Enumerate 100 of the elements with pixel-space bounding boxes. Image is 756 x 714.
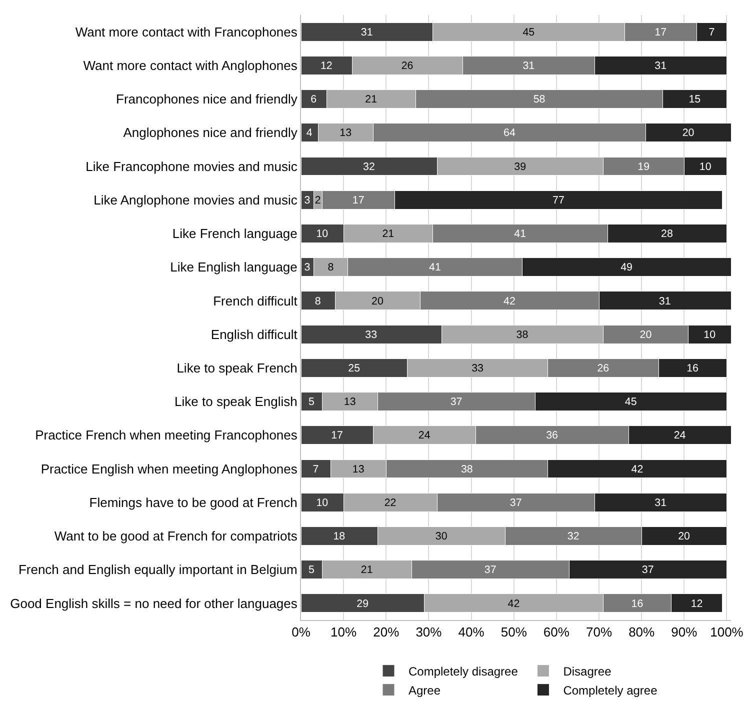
data-label: 6 bbox=[310, 94, 317, 106]
y-tick-label: French difficult bbox=[213, 293, 298, 308]
y-tick-label: Want to be good at French for compatriots bbox=[54, 528, 298, 544]
data-label: 37 bbox=[484, 564, 496, 576]
y-tick-label: Francophones nice and friendly bbox=[116, 92, 298, 107]
data-label: 77 bbox=[552, 194, 564, 206]
y-tick-label: Practice English when meeting Anglophones bbox=[40, 461, 298, 476]
data-label: 42 bbox=[631, 463, 644, 476]
data-label: 29 bbox=[356, 598, 369, 610]
data-label: 41 bbox=[429, 262, 441, 274]
y-tick-label: Good English skills = no need for other languages bbox=[10, 596, 298, 611]
y-tick-label: Like Anglophone movies and music bbox=[94, 192, 298, 208]
data-label: 4 bbox=[306, 127, 312, 140]
x-tick-label: 40% bbox=[458, 624, 485, 640]
data-label: 21 bbox=[365, 94, 378, 106]
data-label: 31 bbox=[360, 26, 373, 38]
x-tick-label: 30% bbox=[416, 624, 442, 640]
data-label: 3 bbox=[304, 262, 310, 274]
data-label: 20 bbox=[678, 530, 690, 543]
data-label: 22 bbox=[384, 496, 396, 509]
data-label: 13 bbox=[340, 127, 352, 140]
y-tick-label: French and English equally important in Belgium bbox=[18, 562, 298, 578]
data-label: 18 bbox=[333, 530, 346, 543]
data-label: 64 bbox=[504, 127, 516, 140]
data-label: 31 bbox=[654, 496, 667, 509]
data-label: 21 bbox=[382, 228, 394, 240]
x-tick-label: 60% bbox=[543, 624, 570, 640]
data-label: 36 bbox=[546, 430, 558, 442]
data-label: 24 bbox=[418, 430, 430, 442]
data-label: 45 bbox=[624, 396, 637, 408]
data-label: 37 bbox=[642, 564, 654, 576]
y-tick-label: Anglophones nice and friendly bbox=[123, 125, 298, 140]
data-label: 15 bbox=[688, 94, 701, 106]
data-label: 8 bbox=[314, 295, 321, 308]
data-label: 33 bbox=[472, 362, 484, 374]
data-label: 16 bbox=[686, 362, 699, 374]
data-label: 5 bbox=[308, 396, 315, 408]
data-label: 17 bbox=[352, 194, 364, 206]
data-label: 16 bbox=[631, 598, 644, 610]
y-tick-label: Want more contact with Francophones bbox=[75, 24, 298, 40]
data-label: 37 bbox=[450, 396, 462, 408]
x-tick-label: 100% bbox=[710, 624, 744, 640]
data-label: 42 bbox=[504, 295, 516, 308]
data-label: 20 bbox=[640, 328, 652, 341]
y-tick-label: Flemings have to be good at French bbox=[89, 494, 298, 510]
x-tick-label: 80% bbox=[628, 624, 656, 640]
legend-label: Agree bbox=[408, 683, 441, 698]
data-label: 24 bbox=[674, 430, 686, 442]
data-label: 21 bbox=[360, 564, 373, 576]
legend-label: Completely agree bbox=[563, 683, 658, 698]
data-label: 28 bbox=[661, 228, 673, 240]
data-label: 31 bbox=[658, 295, 671, 308]
data-label: 13 bbox=[344, 396, 356, 408]
data-label: 19 bbox=[638, 160, 650, 173]
x-tick-label: 20% bbox=[373, 624, 400, 640]
data-label: 7 bbox=[312, 463, 319, 476]
data-label: 10 bbox=[699, 160, 712, 173]
legend-label: Disagree bbox=[563, 664, 612, 678]
x-tick-label: 70% bbox=[586, 624, 612, 640]
y-tick-label: Like to speak French bbox=[176, 360, 298, 376]
data-label: 38 bbox=[516, 328, 528, 341]
data-label: 30 bbox=[435, 530, 448, 543]
y-tick-label: English difficult bbox=[210, 326, 298, 342]
data-label: 13 bbox=[352, 463, 364, 476]
data-label: 12 bbox=[690, 598, 703, 610]
y-tick-label: Want more contact with Anglophones bbox=[83, 58, 298, 73]
data-label: 32 bbox=[567, 530, 580, 543]
data-label: 25 bbox=[348, 362, 360, 374]
data-label: 10 bbox=[316, 496, 328, 509]
data-label: 5 bbox=[308, 564, 315, 576]
data-label: 42 bbox=[508, 598, 520, 610]
x-tick-label: 10% bbox=[330, 624, 358, 640]
x-tick-label: 50% bbox=[500, 624, 528, 640]
data-label: 32 bbox=[363, 160, 375, 173]
data-label: 26 bbox=[401, 60, 414, 72]
data-label: 39 bbox=[514, 160, 526, 173]
data-label: 17 bbox=[654, 26, 667, 38]
data-label: 49 bbox=[620, 262, 633, 274]
data-label: 12 bbox=[320, 60, 332, 72]
y-tick-label: Like to speak English bbox=[174, 394, 298, 410]
data-label: 31 bbox=[522, 60, 535, 72]
data-label: 20 bbox=[372, 295, 384, 308]
data-label: 41 bbox=[514, 228, 526, 240]
data-label: 31 bbox=[654, 60, 667, 72]
y-tick-label: Like Francophone movies and music bbox=[86, 158, 298, 174]
data-label: 10 bbox=[316, 228, 328, 240]
data-label: 7 bbox=[708, 26, 715, 38]
data-label: 2 bbox=[314, 194, 321, 206]
data-label: 10 bbox=[704, 328, 716, 341]
data-label: 33 bbox=[365, 328, 378, 341]
y-tick-label: Like English language bbox=[170, 260, 298, 275]
legend-label: Completely disagree bbox=[408, 664, 518, 678]
data-label: 3 bbox=[304, 194, 310, 206]
data-label: 45 bbox=[522, 26, 535, 38]
x-tick-label: 0% bbox=[292, 624, 311, 640]
y-tick-label: Practice French when meeting Francophones bbox=[35, 428, 298, 443]
data-label: 38 bbox=[460, 463, 473, 476]
data-label: 17 bbox=[331, 430, 344, 442]
data-label: 26 bbox=[597, 362, 610, 374]
data-label: 20 bbox=[682, 127, 694, 140]
